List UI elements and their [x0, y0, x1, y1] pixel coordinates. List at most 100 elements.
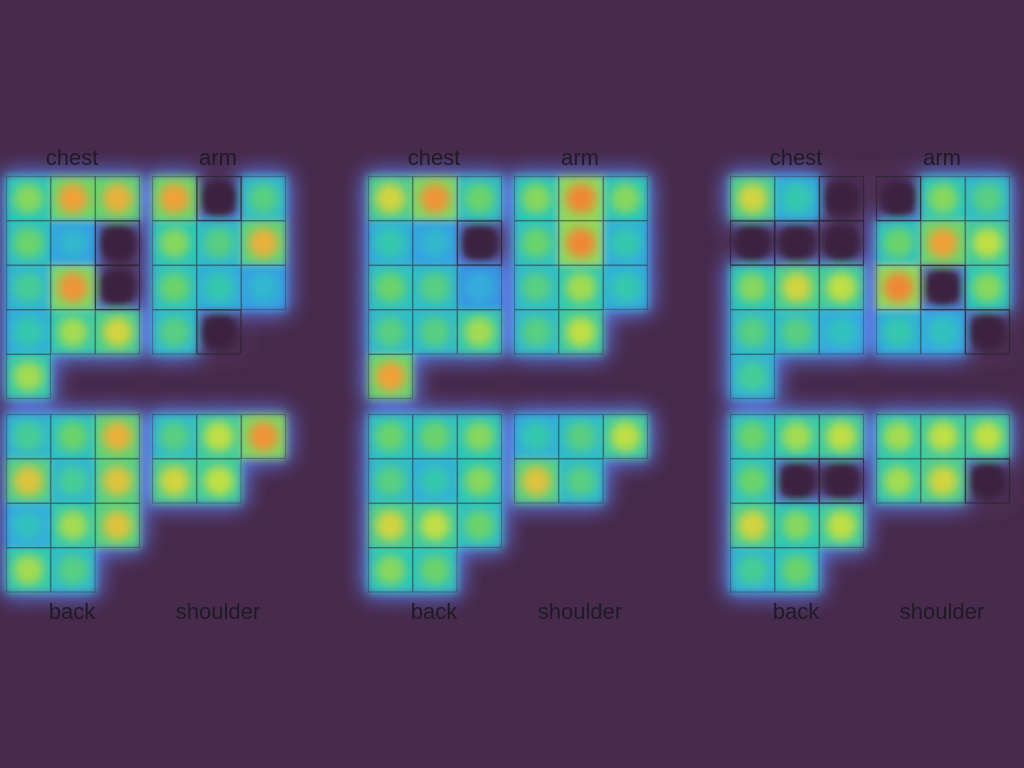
chest-cell-hotspot	[737, 272, 768, 303]
arm-group	[513, 175, 649, 355]
arm-cell-hotspot	[928, 317, 958, 347]
chest-cell-hotspot	[102, 317, 133, 347]
chest-cell-hotspot	[102, 183, 133, 214]
shoulder-cell-hotspot	[972, 421, 1003, 452]
chest-cell-cold	[823, 224, 860, 262]
back-cell-hotspot	[13, 466, 44, 496]
shoulder-cell-outline	[602, 413, 649, 460]
arm-cell-hotspot	[610, 228, 641, 258]
arm-cell-outline	[558, 264, 604, 311]
arm-cell-hotspot	[610, 183, 641, 214]
chest-cell-hotspot	[464, 272, 495, 303]
arm-cell-hotspot	[159, 228, 190, 258]
back-cell-hotspot	[13, 555, 44, 585]
arm-cell-outline	[964, 175, 1011, 222]
chest-cell-hotspot	[13, 317, 44, 347]
arm-cell-outline	[240, 175, 287, 222]
back-cell-outline	[367, 502, 414, 549]
back-label: back	[773, 599, 820, 624]
chest-cell-hotspot	[375, 272, 406, 303]
arm-cell-outline	[513, 175, 560, 222]
arm-cell-hotspot	[159, 317, 190, 347]
shoulder-cell-hotspot	[204, 466, 234, 496]
back-cell-hotspot	[420, 510, 450, 541]
arm-cell-hotspot	[883, 228, 914, 258]
arm-cell-outline	[558, 220, 604, 266]
arm-cell-hotspot	[204, 272, 234, 303]
back-cell-hotspot	[737, 510, 768, 541]
arm-cell-outline	[875, 220, 922, 266]
chest-cell-hotspot	[13, 183, 44, 214]
chest-cell-cold	[823, 180, 860, 217]
back-cell-outline	[367, 413, 414, 460]
chest-cell-cold	[99, 224, 136, 262]
chest-cell-outline	[818, 220, 865, 266]
shoulder-cell-outline	[920, 413, 966, 460]
chest-cell-outline	[5, 264, 52, 311]
chest-cell-outline	[456, 309, 503, 355]
chest-cell-hotspot	[826, 317, 857, 347]
chest-cell-hotspot	[782, 183, 812, 214]
arm-cell-outline	[240, 264, 287, 311]
arm-cell-hotspot	[566, 183, 596, 214]
back-cell-hotspot	[420, 466, 450, 496]
back-cell-hotspot	[13, 421, 44, 452]
arm-cell-outline	[964, 309, 1011, 355]
back-cell-outline	[456, 502, 503, 549]
back-cell-outline	[729, 413, 776, 460]
chest-cell-hotspot	[58, 228, 88, 258]
back-cell-outline	[774, 502, 820, 549]
back-cell-hotspot	[737, 421, 768, 452]
chest-cell-outline	[367, 220, 414, 266]
arm-group	[151, 175, 287, 355]
back-cell-hotspot	[13, 510, 44, 541]
arm-cell-hotspot	[883, 317, 914, 347]
chest-cell-outline	[367, 309, 414, 355]
chest-cell-outline	[412, 309, 458, 355]
chest-cell-hotspot	[826, 272, 857, 303]
shoulder-cell-hotspot	[610, 421, 641, 452]
arm-cell-hotspot	[248, 183, 279, 214]
shoulder-label: shoulder	[900, 599, 984, 624]
arm-cell-outline	[513, 264, 560, 311]
chest-group	[367, 175, 503, 400]
chest-cell-hotspot	[13, 361, 44, 392]
back-cell-cold	[823, 462, 860, 500]
back-cell-outline	[456, 458, 503, 504]
heatmap-panel-3: chest arm back shoulder	[724, 145, 1016, 624]
shoulder-cell-hotspot	[928, 466, 958, 496]
back-cell-hotspot	[826, 510, 857, 541]
chest-cell-outline	[5, 309, 52, 355]
chest-cell-hotspot	[375, 228, 406, 258]
back-cell-hotspot	[58, 421, 88, 452]
chest-cell-outline	[818, 309, 865, 355]
back-cell-hotspot	[737, 555, 768, 585]
chest-cell-outline	[818, 264, 865, 311]
back-group	[5, 413, 141, 593]
shoulder-group	[151, 413, 287, 504]
shoulder-cell-hotspot	[521, 466, 552, 496]
shoulder-group	[875, 413, 1011, 504]
back-label: back	[49, 599, 96, 624]
chest-cell-outline	[367, 353, 414, 400]
shoulder-cell-outline	[558, 458, 604, 504]
back-cell-outline	[94, 458, 141, 504]
chest-cell-hotspot	[375, 183, 406, 214]
back-cell-outline	[5, 413, 52, 460]
back-cell-hotspot	[375, 555, 406, 585]
chest-cell-hotspot	[782, 317, 812, 347]
shoulder-group	[513, 413, 649, 504]
chest-cell-outline	[50, 175, 96, 222]
arm-cell-hotspot	[566, 317, 596, 347]
chest-cell-outline	[367, 264, 414, 311]
chest-cell-hotspot	[13, 272, 44, 303]
arm-label: arm	[561, 145, 599, 170]
shoulder-cell-outline	[513, 413, 560, 460]
arm-cell-outline	[196, 175, 242, 222]
back-cell-hotspot	[782, 555, 812, 585]
back-cell-outline	[412, 413, 458, 460]
back-cell-hotspot	[464, 466, 495, 496]
back-cell-hotspot	[420, 421, 450, 452]
back-cell-hotspot	[375, 466, 406, 496]
shoulder-cell-hotspot	[521, 421, 552, 452]
